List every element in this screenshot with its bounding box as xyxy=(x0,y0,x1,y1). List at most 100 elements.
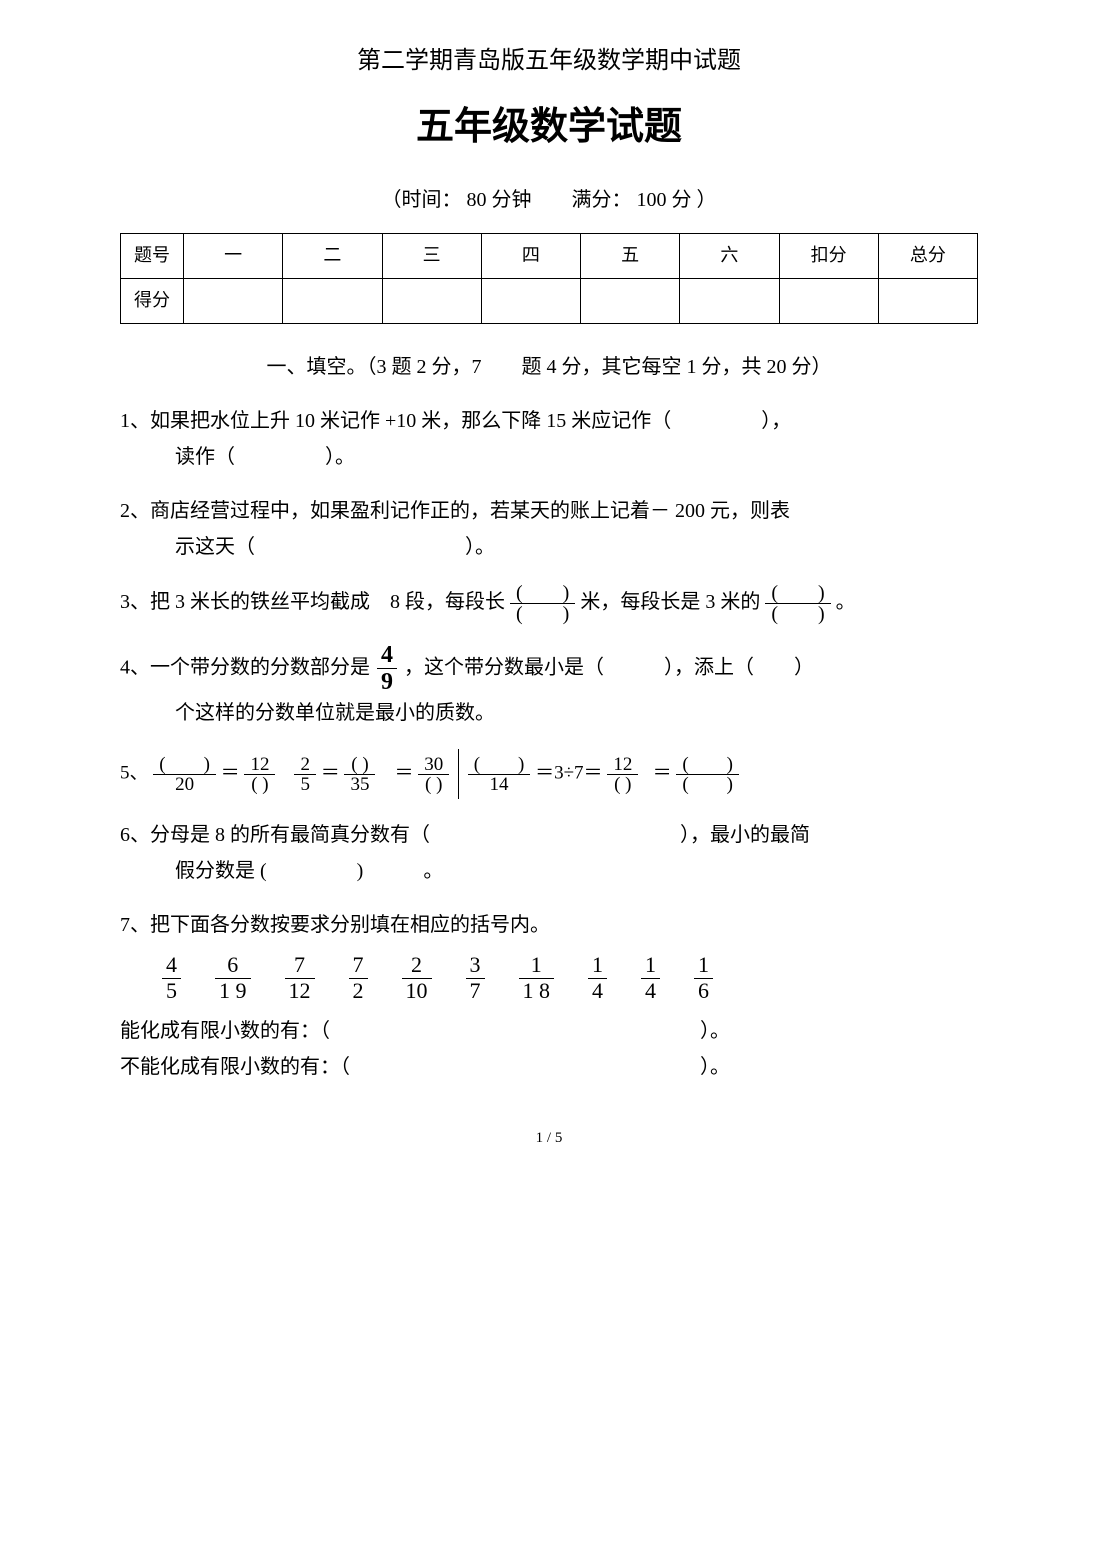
fraction-item: 11 8 xyxy=(519,953,555,1002)
eq: ＝ xyxy=(221,763,240,784)
frac-den: 4 xyxy=(641,979,660,1003)
fraction-item: 45 xyxy=(162,953,181,1002)
q7-line1-post: ）。 xyxy=(700,1020,730,1042)
q1-line2-post: ）。 xyxy=(325,446,355,468)
q6-mid: ），最小的最简 xyxy=(680,824,810,846)
q6-blank1 xyxy=(435,817,675,853)
q2-line2-pre: 示这天（ xyxy=(175,536,255,558)
frac-den: ( ) xyxy=(418,775,449,794)
q5-f5: 30 ( ) xyxy=(418,755,449,794)
score-cell xyxy=(283,278,382,323)
q1-text: 1、如果把水位上升 10 米记作 +10 米，那么下降 15 米应记作（ xyxy=(120,410,671,432)
col-header: 扣分 xyxy=(779,233,878,278)
q5-f1: ( ) 20 xyxy=(153,755,216,794)
question-3: 3、把 3 米长的铁丝平均截成 8 段，每段长 ( ) ( ) 米，每段长是 3… xyxy=(120,583,978,624)
score-table-input-row: 得分 xyxy=(121,278,978,323)
time-info: （时间： 80 分钟 满分： 100 分 ） xyxy=(120,182,978,218)
q5-f6: ( ) 14 xyxy=(468,755,531,794)
question-6: 6、分母是 8 的所有最简真分数有（ ），最小的最简 假分数是 ( ) 。 xyxy=(120,817,978,889)
frac-num: 6 xyxy=(215,953,251,978)
q3-frac2-num: ( ) xyxy=(765,583,830,604)
q5-f3: 2 5 xyxy=(294,755,316,794)
frac-den: 6 xyxy=(694,979,713,1003)
frac-num: ( ) xyxy=(344,755,375,775)
frac-num: 1 xyxy=(588,953,607,978)
doc-subtitle: 第二学期青岛版五年级数学期中试题 xyxy=(120,40,978,83)
frac-num: 7 xyxy=(349,953,368,978)
section1-title: 一、填空。（3 题 2 分，7 题 4 分，其它每空 1 分，共 20 分） xyxy=(120,349,978,385)
q3-prefix: 3、把 3 米长的铁丝平均截成 8 段，每段长 xyxy=(120,591,505,613)
q2-text: 2、商店经营过程中，如果盈利记作正的，若某天的账上记着－ 200 元，则表 xyxy=(120,500,790,522)
score-cell xyxy=(680,278,779,323)
fraction-item: 14 xyxy=(588,953,607,1002)
score-cell xyxy=(184,278,283,323)
q3-frac2-den: ( ) xyxy=(765,604,830,624)
frac-num: 1 xyxy=(694,953,713,978)
question-5: 5、 ( ) 20 ＝ 12 ( ) 2 5 ＝ ( ) 35 ＝ 30 ( )… xyxy=(120,749,978,799)
question-1: 1、如果把水位上升 10 米记作 +10 米，那么下降 15 米应记作（ ）， … xyxy=(120,403,978,475)
q6-prefix: 6、分母是 8 的所有最简真分数有（ xyxy=(120,824,430,846)
frac-num: 2 xyxy=(294,755,316,775)
q7-title: 7、把下面各分数按要求分别填在相应的括号内。 xyxy=(120,907,978,943)
frac-num: 12 xyxy=(607,755,638,775)
q3-suffix: 。 xyxy=(836,591,856,613)
q5-f2: 12 ( ) xyxy=(244,755,275,794)
frac-den: 5 xyxy=(294,775,316,794)
q5-label: 5、 xyxy=(120,763,149,784)
frac-num: ( ) xyxy=(468,755,531,775)
col-header: 三 xyxy=(382,233,481,278)
q6-blank2 xyxy=(272,853,352,889)
q1-line2-pre: 读作（ xyxy=(175,446,235,468)
q7-line2-pre: 不能化成有限小数的有：（ xyxy=(120,1056,350,1078)
q7-line1-blank xyxy=(335,1013,695,1049)
q4-prefix: 4、一个带分数的分数部分是 xyxy=(120,656,375,678)
fraction-item: 61 9 xyxy=(215,953,251,1002)
q1-mid: ）， xyxy=(761,410,791,432)
score-table-header-row: 题号 一 二 三 四 五 六 扣分 总分 xyxy=(121,233,978,278)
frac-num: ( ) xyxy=(153,755,216,775)
divider-icon xyxy=(458,749,459,799)
col-header: 二 xyxy=(283,233,382,278)
question-7: 7、把下面各分数按要求分别填在相应的括号内。 4561 971272210371… xyxy=(120,907,978,1084)
fraction-item: 72 xyxy=(349,953,368,1002)
score-cell xyxy=(382,278,481,323)
frac-den: 4 xyxy=(588,979,607,1003)
col-header: 一 xyxy=(184,233,283,278)
frac-den: ( ) xyxy=(244,775,275,794)
frac-den: 12 xyxy=(285,979,315,1003)
fraction-item: 712 xyxy=(285,953,315,1002)
frac-den: 20 xyxy=(153,775,216,794)
frac-num: 2 xyxy=(402,953,432,978)
frac-den: 5 xyxy=(162,979,181,1003)
q4-frac-den: 9 xyxy=(377,669,397,695)
fraction-item: 210 xyxy=(402,953,432,1002)
col-header: 五 xyxy=(581,233,680,278)
frac-num: 1 xyxy=(519,953,555,978)
frac-num: 4 xyxy=(162,953,181,978)
q7-line1-pre: 能化成有限小数的有：（ xyxy=(120,1020,330,1042)
q3-frac1-num: ( ) xyxy=(510,583,575,604)
score-table: 题号 一 二 三 四 五 六 扣分 总分 得分 xyxy=(120,233,978,324)
col-header: 总分 xyxy=(878,233,977,278)
frac-num: 7 xyxy=(285,953,315,978)
col-header: 四 xyxy=(481,233,580,278)
fraction-item: 14 xyxy=(641,953,660,1002)
q4-line2: 个这样的分数单位就是最小的质数。 xyxy=(175,702,495,724)
row-label: 题号 xyxy=(121,233,184,278)
q2-blank xyxy=(260,529,460,565)
frac-den: 14 xyxy=(468,775,531,794)
q1-blank2 xyxy=(240,439,320,475)
frac-den: 10 xyxy=(402,979,432,1003)
frac-den: 35 xyxy=(344,775,375,794)
frac-den: ( ) xyxy=(676,775,739,794)
fraction-item: 16 xyxy=(694,953,713,1002)
q5-f7: 12 ( ) xyxy=(607,755,638,794)
score-cell xyxy=(779,278,878,323)
q5-f8: ( ) ( ) xyxy=(676,755,739,794)
q3-frac2: ( ) ( ) xyxy=(765,583,830,624)
q4-frac-num: 4 xyxy=(377,642,397,669)
q5-f4: ( ) 35 xyxy=(344,755,375,794)
col-header: 六 xyxy=(680,233,779,278)
q4-frac: 4 9 xyxy=(377,642,397,696)
frac-num: 1 xyxy=(641,953,660,978)
